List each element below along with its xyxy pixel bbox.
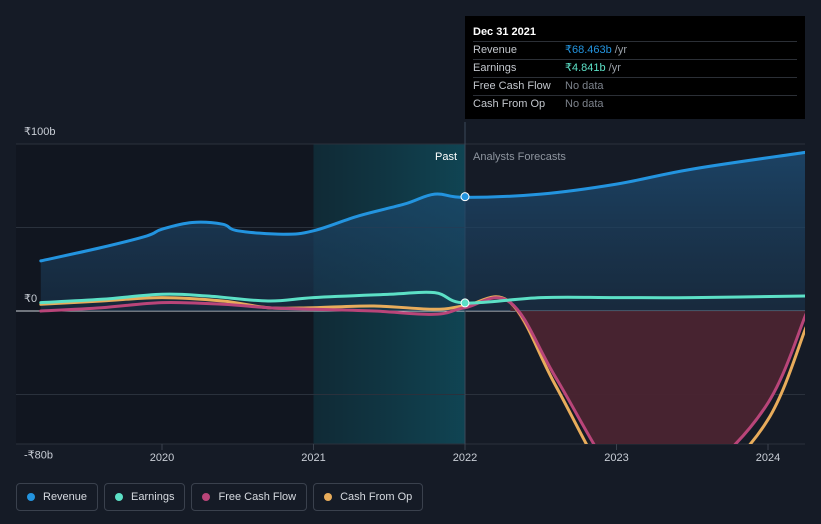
tooltip-label: Cash From Op [473,98,546,110]
tooltip-label: Free Cash Flow [473,80,551,92]
tooltip-row: Earnings ₹4.841b/yr [473,59,797,77]
x-tick-label: 2021 [301,452,325,464]
y-tick-label: ₹100b [24,126,55,138]
tooltip-row: Cash From Op No data [473,95,797,113]
tooltip-label: Earnings [473,62,517,74]
legend-item-cash-from-op[interactable]: Cash From Op [313,483,424,511]
tooltip-unit: /yr [614,44,627,56]
series-line-earnings [39,290,805,305]
legend-label: Revenue [43,491,88,503]
tooltip-row: Revenue ₹68.463b/yr [473,41,797,59]
series-line-free-cash-flow [39,296,805,444]
y-tick-label: ₹0 [24,293,37,305]
revenue-area [40,152,805,311]
legend: Revenue Earnings Free Cash Flow Cash From O… [16,483,424,511]
tooltip-value: ₹4.841b [565,62,606,74]
legend-label: Free Cash Flow [218,491,297,503]
tooltip-value: No data [565,98,604,110]
forecast-label: Analysts Forecasts [473,151,566,163]
legend-item-free-cash-flow[interactable]: Free Cash Flow [191,483,308,511]
legend-dot-icon [324,493,333,501]
legend-label: Earnings [131,491,175,503]
marker-earnings [460,298,470,308]
y-tick-label: -₹80b [24,450,53,462]
x-tick-label: 2023 [604,452,628,464]
legend-label: Cash From Op [340,491,413,503]
tooltip-label: Revenue [473,44,518,56]
legend-dot-icon [27,493,35,501]
tooltip-value: ₹68.463b [565,44,612,56]
x-tick-label: 2024 [756,452,780,464]
tooltip-row: Free Cash Flow No data [473,77,797,95]
legend-dot-icon [202,493,211,501]
tooltip: Dec 31 2021 Revenue ₹68.463b/yr Earnings ₹4… [465,16,805,119]
tooltip-unit: /yr [608,62,621,74]
past-label: Past [435,151,457,163]
x-tick-label: 2020 [150,452,174,464]
legend-item-revenue[interactable]: Revenue [16,483,99,511]
series-line-revenue [39,150,805,263]
tooltip-date: Dec 31 2021 [473,26,536,38]
tooltip-value: No data [565,80,604,92]
marker-revenue [460,192,470,202]
legend-item-earnings[interactable]: Earnings [104,483,186,511]
free-cash-flow-negative-area [510,302,805,444]
x-tick-label: 2022 [453,452,477,464]
legend-dot-icon [115,493,124,501]
